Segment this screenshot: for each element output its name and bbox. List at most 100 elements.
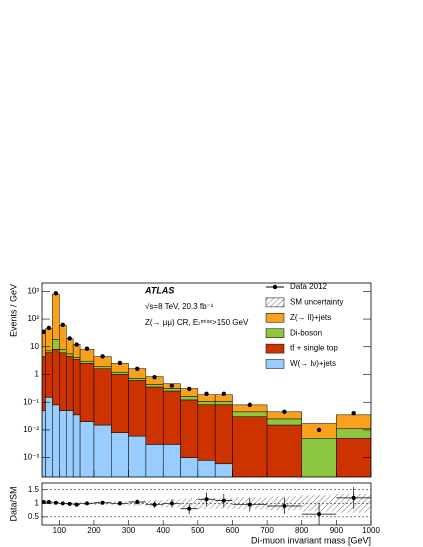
stack-segment (42, 333, 46, 357)
data-point (204, 391, 209, 397)
stack-segment (42, 410, 46, 477)
ratio-point (351, 495, 356, 500)
ratio-point (247, 502, 252, 507)
x-axis-label: Di-muon invariant mass [GeV] (251, 535, 371, 545)
legend-swatch (265, 343, 285, 354)
legend-swatch (265, 313, 285, 323)
legend-label: Data 2012 (290, 282, 327, 291)
x-tick-label: 200 (87, 526, 101, 535)
data-point (351, 411, 356, 416)
ratio-point (117, 501, 122, 506)
data-point (282, 409, 287, 415)
stack-segment (180, 457, 199, 477)
ratio-point (152, 502, 157, 507)
ratio-axis-label: Data/SM (8, 486, 18, 521)
y-tick-label: 1 (35, 370, 40, 379)
legend-label: Z(→ ll)+jets (290, 313, 331, 322)
data-point (46, 325, 52, 331)
stack-segment (214, 401, 233, 406)
ratio-y-tick-label: 1 (35, 498, 40, 507)
stack-segment (65, 338, 74, 355)
stack-segment (59, 349, 67, 354)
stack-segment (42, 357, 46, 411)
data-point (152, 374, 157, 380)
data-point (117, 360, 123, 366)
ratio-point (282, 504, 287, 509)
data-point (53, 291, 59, 296)
data-point (135, 366, 140, 372)
y-tick-label: 10⁻² (23, 425, 39, 434)
energy-label: √s=8 TeV, 20.3 fb⁻¹ (145, 302, 214, 311)
ratio-y-tick-label: 0.5 (28, 512, 40, 521)
legend-swatch (265, 328, 285, 338)
ratio-point (135, 499, 140, 504)
data-point (316, 427, 322, 433)
ratio-point (42, 499, 46, 504)
data-point (247, 402, 252, 408)
stack-segment (72, 357, 81, 360)
legend-label: SM uncertainty (290, 298, 343, 307)
y-tick-label: 10² (27, 314, 39, 323)
stack-segment (162, 444, 181, 477)
stack-segment (59, 324, 67, 350)
stack-segment (79, 421, 95, 477)
stack-segment (45, 352, 53, 398)
stack-segment (59, 410, 67, 477)
stack-segment (72, 414, 81, 477)
stack-segment (79, 349, 95, 362)
ratio-point (221, 498, 226, 503)
stack-segment (266, 424, 302, 477)
data-point (186, 386, 192, 392)
data-point (67, 336, 72, 341)
stack-segment (145, 384, 164, 388)
stack-segment (52, 339, 60, 350)
stack-segment (162, 390, 181, 445)
ratio-point (67, 501, 72, 506)
stack-segment (111, 432, 129, 477)
stack-segment (65, 355, 74, 411)
legend-marker (272, 284, 278, 290)
data-point (100, 354, 105, 359)
stack-segment (197, 401, 216, 406)
stack-segment (111, 374, 129, 433)
stack-segment (52, 349, 60, 406)
ratio-point (187, 506, 192, 511)
y-tick-label: 10³ (27, 286, 39, 295)
data-point (74, 342, 79, 347)
region-label: Z(→ μμ) CR, Eₜᵐⁱˢˢ>150 GeV (145, 318, 249, 327)
stack-segment (301, 438, 337, 477)
stack-segment (45, 328, 53, 352)
data-point (169, 383, 175, 388)
stack-segment (93, 368, 112, 426)
stack-segment (145, 444, 164, 477)
stack-segment (197, 404, 216, 461)
ratio-point (53, 500, 58, 505)
stack-segment (266, 418, 302, 426)
legend-label: Di-boson (290, 328, 322, 337)
x-tick-label: 400 (157, 526, 171, 535)
data-point (60, 322, 65, 328)
main-plot (42, 291, 371, 477)
stack-segment (232, 411, 268, 417)
ratio-frame (41, 482, 372, 526)
x-tick-label: 700 (260, 526, 274, 535)
stack-segment (65, 353, 74, 357)
x-tick-label: 600 (226, 526, 240, 535)
stack-segment (145, 386, 164, 445)
stack-segment (52, 404, 60, 477)
stack-segment (93, 424, 112, 477)
data-point (221, 391, 227, 397)
ratio-plot (42, 487, 371, 525)
stack-segment (111, 371, 129, 375)
stack-segment (79, 363, 95, 422)
main-frame (41, 282, 372, 478)
ratio-point (85, 501, 90, 506)
x-tick-label: 1000 (362, 526, 380, 535)
stack-segment (79, 360, 95, 364)
stack-segment (128, 380, 147, 437)
x-tick-label: 800 (295, 526, 309, 535)
stack-segment (59, 352, 67, 411)
stack-segment (232, 416, 268, 477)
ratio-point (74, 502, 79, 507)
